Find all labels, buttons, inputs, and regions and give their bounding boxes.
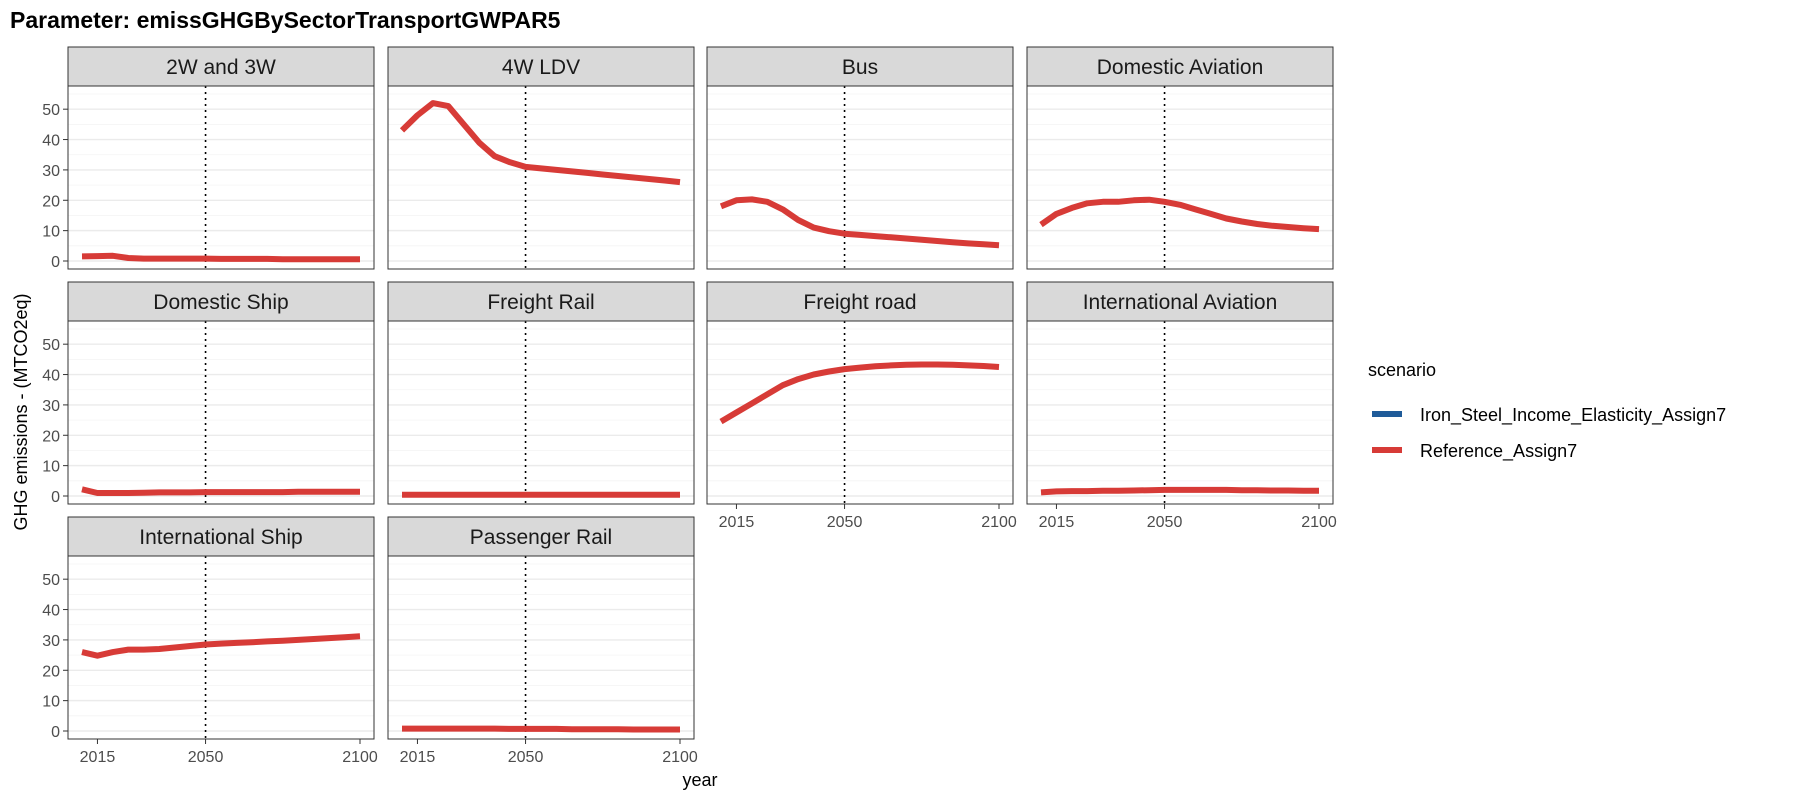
panel-border [67, 85, 375, 270]
facet-panel-international-aviation: International Aviation 2015 2050 2100 [1026, 281, 1337, 531]
legend-label-iron-steel: Iron_Steel_Income_Elasticity_Assign7 [1420, 405, 1726, 426]
facet-strip-label: Domestic Ship [153, 291, 288, 314]
x-tick-label: 2015 [719, 514, 755, 531]
facet-panel-freight-road: Freight road 2015 2050 2100 [706, 281, 1017, 531]
legend-label-reference: Reference_Assign7 [1420, 441, 1577, 462]
facet-panel-freight-rail: Freight Rail [387, 281, 695, 505]
facet-strip [1026, 281, 1334, 322]
facet-strip [67, 281, 375, 322]
facet-panel-2w-and-3w: 2W and 3W 0 10 20 30 40 50 [42, 46, 375, 271]
y-tick-label: 30 [42, 163, 60, 180]
y-tick-label: 20 [42, 663, 60, 680]
plot-background [388, 321, 694, 504]
x-tick-label: 2050 [188, 749, 224, 766]
facet-strip-label: Domestic Aviation [1097, 56, 1264, 79]
panel-border [706, 320, 1014, 505]
panel-border [1026, 320, 1334, 505]
facet-panel-international-ship: International Ship 0 10 20 30 40 50 2015 2050 210… [42, 516, 378, 766]
series-line-reference-assign7 [719, 361, 1000, 425]
x-axis-label: year [682, 770, 717, 790]
y-tick-label: 40 [42, 368, 60, 385]
series-line-reference-assign7 [1039, 196, 1320, 233]
x-tick-label: 2015 [1039, 514, 1075, 531]
y-axis-label: GHG emissions - (MTCO2eq) [11, 293, 31, 530]
x-tick-label: 2015 [400, 749, 436, 766]
series-line-reference-assign7 [81, 633, 361, 659]
plot-background [388, 556, 694, 739]
page-title: Parameter: emissGHGBySectorTransportGWPA… [10, 7, 561, 33]
facet-strip-label: Freight road [803, 291, 916, 314]
facet-panel-4w-ldv: 4W LDV [387, 46, 695, 270]
panel-border [706, 85, 1014, 270]
plot-background [1027, 321, 1333, 504]
facet-panels: 2W and 3W 0 10 20 30 40 50 4W LDV Bus Domestic Av… [42, 46, 1337, 766]
y-tick-label: 20 [42, 193, 60, 210]
plot-background [68, 321, 374, 504]
x-tick-label: 2050 [508, 749, 544, 766]
facet-strip-label: International Aviation [1083, 291, 1278, 314]
x-tick-label: 2100 [1301, 514, 1337, 531]
y-tick-label: 10 [42, 459, 60, 476]
facet-strip [387, 516, 695, 557]
facet-strip [706, 46, 1014, 87]
panel-border [1026, 85, 1334, 270]
y-tick-label: 20 [42, 428, 60, 445]
plot-background [707, 86, 1013, 269]
series-line-reference-assign7 [402, 725, 680, 733]
panel-border [67, 320, 375, 505]
y-tick-label: 40 [42, 603, 60, 620]
y-tick-label: 50 [42, 337, 60, 354]
x-tick-label: 2100 [981, 514, 1017, 531]
legend-title: scenario [1368, 360, 1436, 380]
panel-border [387, 555, 695, 740]
facet-strip-label: 2W and 3W [166, 56, 276, 79]
y-tick-label: 30 [42, 398, 60, 415]
y-tick-label: 50 [42, 102, 60, 119]
x-tick-label: 2050 [827, 514, 863, 531]
panel-border [387, 85, 695, 270]
facet-strip-label: Bus [842, 56, 878, 79]
panel-border [67, 555, 375, 740]
y-tick-label: 10 [42, 694, 60, 711]
series-line-reference-assign7 [399, 100, 681, 186]
facet-strip [387, 281, 695, 322]
series-line-reference-assign7 [719, 196, 1000, 249]
y-tick-label: 0 [51, 489, 60, 506]
x-tick-label: 2050 [1147, 514, 1183, 531]
y-tick-label: 50 [42, 572, 60, 589]
facet-strip-label: 4W LDV [502, 56, 580, 79]
x-tick-label: 2015 [80, 749, 116, 766]
facet-strip-label: Freight Rail [487, 291, 594, 314]
plot-background [68, 86, 374, 269]
series-line-reference-assign7 [81, 252, 360, 263]
facet-strip [67, 46, 375, 87]
facet-panel-domestic-ship: Domestic Ship 0 10 20 30 40 50 [42, 281, 375, 506]
plot-background [68, 556, 374, 739]
plot-background [1027, 86, 1333, 269]
y-tick-label: 0 [51, 724, 60, 741]
facet-panel-domestic-aviation: Domestic Aviation [1026, 46, 1334, 270]
series-line-reference-assign7 [1040, 486, 1319, 496]
y-tick-label: 40 [42, 133, 60, 150]
series-line-reference-assign7 [81, 486, 360, 496]
x-tick-label: 2100 [662, 749, 698, 766]
y-tick-label: 0 [51, 254, 60, 271]
legend: scenario Iron_Steel_Income_Elasticity_As… [1368, 360, 1726, 462]
facet-strip [67, 516, 375, 557]
facet-strip [1026, 46, 1334, 87]
facet-strip-label: International Ship [139, 526, 302, 549]
x-tick-label: 2100 [342, 749, 378, 766]
facet-strip [387, 46, 695, 87]
facet-strip [706, 281, 1014, 322]
facet-strip-label: Passenger Rail [470, 526, 612, 549]
facet-panel-bus: Bus [706, 46, 1014, 270]
panel-border [387, 320, 695, 505]
y-tick-label: 30 [42, 633, 60, 650]
plot-background [707, 321, 1013, 504]
y-tick-label: 10 [42, 224, 60, 241]
facet-panel-passenger-rail: Passenger Rail 2015 2050 2100 [387, 516, 698, 766]
